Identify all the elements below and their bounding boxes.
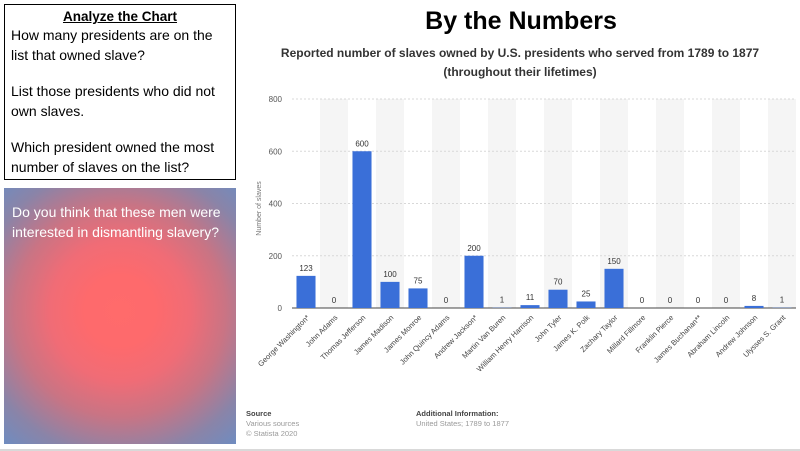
y-axis-label: Number of slaves <box>256 181 263 236</box>
y-tick-label: 0 <box>278 304 283 313</box>
data-label: 150 <box>607 257 621 266</box>
additional-info-line-1: United States; 1789 to 1877 <box>416 419 509 428</box>
chart-title: Reported number of slaves owned by U.S. … <box>242 44 798 82</box>
data-label: 8 <box>752 294 757 303</box>
data-label: 70 <box>554 278 563 287</box>
additional-info-heading: Additional Information: <box>416 409 499 418</box>
x-tick-label: John Quincy Adams <box>398 313 452 367</box>
x-tick-label: William Henry Harrison <box>475 313 536 374</box>
discussion-prompt-text: Do you think that these men were interes… <box>12 204 221 240</box>
x-tick-label: James Buchanan** <box>652 313 704 365</box>
source-heading: Source <box>246 409 272 418</box>
data-label: 75 <box>414 276 423 285</box>
data-label: 0 <box>640 296 645 305</box>
data-label: 200 <box>467 244 481 253</box>
slide-title: By the Numbers <box>425 7 617 35</box>
bar <box>576 301 596 308</box>
x-tick-label: George Washington* <box>256 313 311 368</box>
bar <box>464 255 484 308</box>
discussion-prompt-box: Do you think that these men were interes… <box>4 188 236 444</box>
data-label: 600 <box>355 139 369 148</box>
data-label: 0 <box>696 296 701 305</box>
data-label: 0 <box>724 296 729 305</box>
bar <box>408 288 428 308</box>
bar <box>352 151 372 308</box>
data-label: 123 <box>299 264 313 273</box>
bar <box>744 305 764 308</box>
chart-title-line-2: (throughout their lifetimes) <box>443 65 597 79</box>
data-label: 25 <box>582 289 591 298</box>
data-label: 11 <box>526 293 535 302</box>
data-label: 0 <box>668 296 673 305</box>
question-3: Which president owned the most number of… <box>11 139 215 175</box>
question-box: Analyze the Chart How many presidents ar… <box>4 4 236 180</box>
y-tick-label: 600 <box>269 147 283 156</box>
data-label: 1 <box>500 296 505 305</box>
source-line-2: © Statista 2020 <box>246 429 298 438</box>
chart-title-line-1: Reported number of slaves owned by U.S. … <box>280 46 760 60</box>
y-tick-label: 800 <box>269 95 283 104</box>
question-box-title: Analyze the Chart <box>62 9 178 24</box>
question-1: How many presidents are on the list that… <box>11 27 213 63</box>
data-label: 0 <box>444 296 449 305</box>
bar <box>520 305 540 308</box>
slide-bottom-line <box>0 449 800 451</box>
bar <box>296 275 316 308</box>
data-label: 100 <box>383 270 397 279</box>
bar <box>548 289 568 308</box>
chart-panel: Reported number of slaves owned by U.S. … <box>242 36 798 446</box>
data-label: 1 <box>780 296 785 305</box>
question-2: List those presidents who did not own sl… <box>11 83 215 119</box>
bar <box>604 268 624 308</box>
bar <box>380 281 400 308</box>
y-tick-label: 200 <box>269 252 283 261</box>
source-line-1: Various sources <box>246 419 300 428</box>
y-tick-label: 400 <box>269 200 283 209</box>
data-label: 0 <box>332 296 337 305</box>
